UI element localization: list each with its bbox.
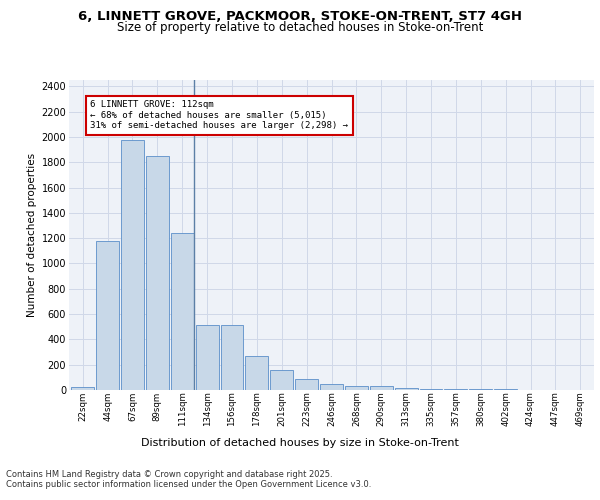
Text: Size of property relative to detached houses in Stoke-on-Trent: Size of property relative to detached ho… — [117, 21, 483, 34]
Y-axis label: Number of detached properties: Number of detached properties — [28, 153, 37, 317]
Bar — [221, 326, 244, 390]
Bar — [245, 356, 268, 390]
Bar — [71, 387, 94, 390]
Bar — [146, 156, 169, 390]
Bar — [419, 388, 442, 390]
Bar — [121, 140, 144, 390]
Bar — [171, 233, 194, 390]
Bar — [370, 386, 393, 390]
Text: Contains HM Land Registry data © Crown copyright and database right 2025.: Contains HM Land Registry data © Crown c… — [6, 470, 332, 479]
Bar — [270, 370, 293, 390]
Bar — [320, 384, 343, 390]
Text: Contains public sector information licensed under the Open Government Licence v3: Contains public sector information licen… — [6, 480, 371, 489]
Text: 6 LINNETT GROVE: 112sqm
← 68% of detached houses are smaller (5,015)
31% of semi: 6 LINNETT GROVE: 112sqm ← 68% of detache… — [90, 100, 348, 130]
Bar — [395, 388, 418, 390]
Text: 6, LINNETT GROVE, PACKMOOR, STOKE-ON-TRENT, ST7 4GH: 6, LINNETT GROVE, PACKMOOR, STOKE-ON-TRE… — [78, 10, 522, 23]
Bar — [196, 326, 218, 390]
Bar — [345, 386, 368, 390]
Text: Distribution of detached houses by size in Stoke-on-Trent: Distribution of detached houses by size … — [141, 438, 459, 448]
Bar — [295, 379, 318, 390]
Bar — [445, 389, 467, 390]
Bar — [96, 242, 119, 390]
